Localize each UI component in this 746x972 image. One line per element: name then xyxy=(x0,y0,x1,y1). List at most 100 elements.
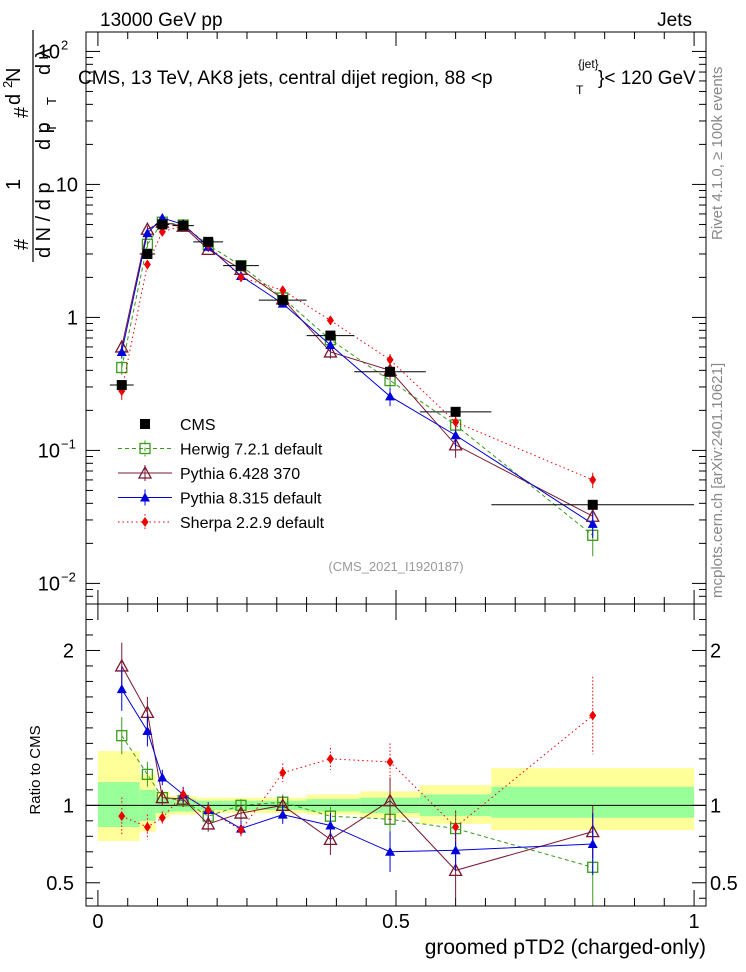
main-ytick-label-1: 10 −1 xyxy=(38,436,76,462)
main-ytick-base: 10 xyxy=(38,573,60,595)
main-ytick-label-3: 10 xyxy=(56,174,78,196)
title-sub: T xyxy=(576,83,584,97)
cms-point-5 xyxy=(236,260,246,271)
main-ytick-label-2: 1 xyxy=(67,307,78,329)
y-label-N: N xyxy=(3,68,25,82)
pythia6-ratio-point-9 xyxy=(448,863,463,877)
title-prefix: CMS, 13 TeV, AK8 jets, central dijet reg… xyxy=(78,68,493,89)
y-label-dp-sub: T xyxy=(44,97,59,105)
ratio-xtick-label-1: 0.5 xyxy=(382,911,410,933)
pythia6-main-point-7 xyxy=(323,344,338,358)
legend-item-cms: CMS xyxy=(140,417,216,434)
sherpa-ratio-point-9 xyxy=(452,822,460,833)
cms-point-6 xyxy=(277,295,288,306)
pythia8-main-point-10 xyxy=(587,518,598,528)
sherpa-main-point-5 xyxy=(237,272,245,283)
ratio-series-layer xyxy=(114,642,600,906)
legend-label-cms: CMS xyxy=(180,417,216,434)
pythia6-ratio-point-2 xyxy=(155,790,170,804)
y-label-hash-left: # xyxy=(11,238,33,250)
sherpa-ratio-point-5 xyxy=(237,825,245,836)
pythia6-ratio-point-8 xyxy=(382,793,398,807)
main-frame xyxy=(85,31,707,605)
y-label-dlambda: d λ xyxy=(33,48,55,75)
ratio-ytick-label-left-1: 1 xyxy=(63,795,74,817)
main-ytick-base: 10 xyxy=(38,41,60,63)
header-process: 13000 GeV pp xyxy=(100,10,223,31)
legend-label-pythia8: Pythia 8.315 default xyxy=(180,491,322,508)
pythia8-main-point-8 xyxy=(385,391,396,401)
y-label-denominator-sub: T xyxy=(44,124,59,132)
analysis-watermark: (CMS_2021_I1920187) xyxy=(328,559,463,574)
pythia8-ratio-point-7 xyxy=(325,820,336,830)
legend: CMS Herwig 7.2.1 default Pythia 6.428 370 P… xyxy=(118,417,325,532)
main-ytick-text: 10 xyxy=(56,174,78,196)
legend-marker-pythia6 xyxy=(137,465,153,479)
ratio-axes: 0.5 0.5 1 1 2 2 0 0.5 1 xyxy=(46,603,738,933)
plot-title: CMS, 13 TeV, AK8 jets, central dijet reg… xyxy=(78,57,696,97)
pythia8-main-point-1 xyxy=(142,228,153,238)
ratio-xtick-label-2: 1 xyxy=(689,911,700,933)
legend-marker-pythia8 xyxy=(140,492,150,502)
rivet-label: Rivet 4.1.0, ≥ 100k events xyxy=(709,67,726,240)
pythia8-main-point-9 xyxy=(450,430,461,440)
pythia6-ratio-point-5 xyxy=(233,805,249,819)
sherpa-main-point-6 xyxy=(279,285,287,296)
pythia8-main-point-7 xyxy=(325,340,336,350)
herwig-ratio-point-0 xyxy=(116,729,128,742)
pythia6-ratio-point-7 xyxy=(323,832,338,846)
sherpa-ratio-point-6 xyxy=(279,767,287,778)
legend-marker-herwig xyxy=(139,442,151,455)
source-label: mcplots.cern.ch [arXiv:2401.10621] xyxy=(709,363,726,598)
y-label-dp: d p xyxy=(33,122,55,150)
sherpa-ratio-point-1 xyxy=(143,822,151,833)
cms-point-0 xyxy=(116,380,127,391)
ratio-ytick-label-right-0: 0.5 xyxy=(710,873,738,895)
legend-item-herwig: Herwig 7.2.1 default xyxy=(118,440,323,459)
pythia8-ratio-point-9 xyxy=(450,845,461,855)
y-label-d-sup: 2 xyxy=(0,81,15,88)
ratio-ytick-label-right-2: 2 xyxy=(710,640,721,662)
legend-label-pythia6: Pythia 6.428 370 xyxy=(180,466,300,483)
ratio-ytick-label-right-1: 1 xyxy=(710,795,721,817)
ratio-uncertainty-band xyxy=(86,751,706,841)
cms-point-4 xyxy=(203,236,214,247)
cms-point-1 xyxy=(142,248,153,259)
sherpa-ratio-point-10 xyxy=(589,710,597,721)
legend-item-pythia8: Pythia 8.315 default xyxy=(118,489,322,508)
y-label-numerator: 1 xyxy=(3,179,25,190)
sherpa-main-point-10 xyxy=(589,474,597,485)
legend-marker-cms xyxy=(140,419,150,429)
ratio-y-label: Ratio to CMS xyxy=(27,725,44,814)
sherpa-ratio-point-8 xyxy=(386,756,394,767)
pythia8-main-point-0 xyxy=(116,346,127,356)
main-series-layer xyxy=(109,212,695,557)
main-ytick-exp: −1 xyxy=(61,436,76,451)
sherpa-ratio-point-2 xyxy=(158,812,166,823)
pythia8-ratio-point-0 xyxy=(116,684,127,694)
ratio-frame xyxy=(85,603,707,907)
legend-label-sherpa: Sherpa 2.2.9 default xyxy=(180,515,325,532)
y-label-d: d xyxy=(3,94,25,105)
herwig-ratio-point-1 xyxy=(141,768,154,781)
ratio-xtick-label-0: 0 xyxy=(92,911,103,933)
y-label-denominator: d N / d p xyxy=(33,182,55,258)
title-sup: {jet} xyxy=(578,57,599,71)
pythia6-main-point-9 xyxy=(448,437,463,451)
x-axis-label: groomed pTD2 (charged-only) xyxy=(425,936,706,959)
sherpa-ratio-point-3 xyxy=(179,789,187,800)
cms-point-9 xyxy=(450,406,461,417)
sherpa-main-point-9 xyxy=(452,417,460,428)
pythia8-ratio-point-8 xyxy=(385,846,396,856)
main-y-axis-label: # d N / d p T 1 # d p T d λ d 2 N xyxy=(0,30,59,262)
pythia8-ratio-point-10 xyxy=(587,839,598,849)
main-ytick-exp: 2 xyxy=(61,37,68,52)
y-label-hash-right: # xyxy=(11,106,33,118)
legend-item-pythia6: Pythia 6.428 370 xyxy=(118,465,300,483)
cms-point-2 xyxy=(157,219,168,230)
main-ytick-label-4: 10 2 xyxy=(38,37,68,63)
pythia8-ratio-point-2 xyxy=(157,772,168,782)
legend-item-sherpa: Sherpa 2.2.9 default xyxy=(118,514,325,532)
